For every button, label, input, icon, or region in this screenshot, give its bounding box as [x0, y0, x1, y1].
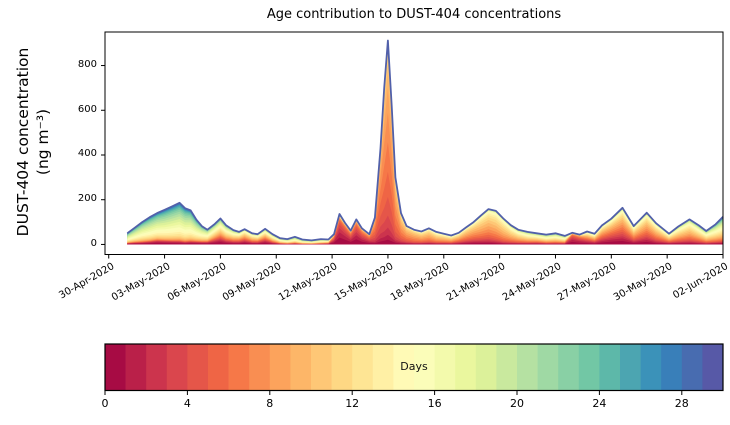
- age-band-area: [127, 42, 724, 245]
- colorbar-segment: [249, 344, 271, 391]
- age-band-area: [127, 58, 724, 245]
- colorbar-segment: [620, 344, 641, 391]
- colorbar-segment: [208, 344, 229, 391]
- colorbar-segment: [599, 344, 621, 391]
- age-band-area: [127, 40, 724, 245]
- plot-border: [104, 31, 724, 255]
- colorbar-tick-label: 12: [345, 396, 360, 410]
- age-band-areas: [127, 40, 724, 245]
- age-band-area: [127, 43, 724, 245]
- colorbar-segment: [311, 344, 332, 391]
- age-band-area: [127, 43, 724, 245]
- colorbar-segment: [331, 344, 353, 391]
- colorbar-segment: [125, 344, 147, 391]
- age-band-area: [127, 237, 724, 245]
- colorbar: [104, 343, 724, 395]
- colorbar-segment: [681, 344, 703, 391]
- colorbar-segment: [661, 344, 683, 391]
- colorbar-segment: [578, 344, 600, 391]
- age-band-area: [127, 42, 724, 245]
- age-band-area: [127, 45, 724, 245]
- colorbar-segment: [455, 344, 477, 391]
- colorbar-segment: [228, 344, 250, 391]
- age-band-area: [127, 41, 724, 245]
- colorbar-segment: [166, 344, 188, 391]
- colorbar-segment: [434, 344, 456, 391]
- colorbar-segment: [269, 344, 291, 391]
- colorbar-segment: [393, 344, 415, 391]
- colorbar-tick-label: 4: [183, 396, 191, 410]
- colorbar-tick-label: 28: [674, 396, 689, 410]
- colorbar-segment: [475, 344, 497, 391]
- colorbar-segment: [414, 344, 435, 391]
- colorbar-segment: [352, 344, 374, 391]
- y-tick-label: 600: [77, 103, 97, 115]
- colorbar-segment: [558, 344, 580, 391]
- chart-title: Age contribution to DUST-404 concentrati…: [266, 7, 562, 22]
- age-band-area: [127, 232, 724, 245]
- age-band-area: [127, 48, 724, 245]
- age-band-area: [127, 42, 724, 245]
- colorbar-tick-label: 16: [427, 396, 442, 410]
- age-band-area: [127, 51, 724, 245]
- axes-spines: [104, 31, 724, 255]
- colorbar-segment: [290, 344, 312, 391]
- age-band-area: [127, 46, 724, 245]
- colorbar-segment: [146, 344, 168, 391]
- colorbar-segment: [372, 344, 394, 391]
- colorbar-tick-label: 20: [510, 396, 524, 410]
- colorbar-segment: [105, 344, 126, 391]
- age-band-area: [127, 41, 724, 245]
- colorbar-tick-label: 8: [266, 396, 274, 410]
- colorbar-tick-label: 0: [101, 396, 109, 410]
- age-band-area: [127, 47, 724, 245]
- colorbar-segment: [640, 344, 662, 391]
- colorbar-segment: [537, 344, 559, 391]
- y-tick-label: 800: [77, 59, 97, 71]
- y-tick-label: 400: [77, 148, 97, 160]
- age-band-area: [127, 44, 724, 245]
- age-band-area: [127, 44, 724, 245]
- colorbar-segment: [702, 344, 724, 391]
- colorbar-segment: [517, 344, 538, 391]
- age-band-area: [127, 46, 724, 245]
- age-band-area: [127, 227, 724, 245]
- age-band-area: [127, 45, 724, 245]
- y-tick-label: 0: [90, 237, 97, 249]
- axis-tick-marks: [101, 65, 724, 259]
- total-envelope-path: [126, 39, 724, 242]
- colorbar-label: Days: [400, 360, 428, 373]
- age-band-area: [127, 69, 724, 245]
- colorbar-tick-label: 24: [592, 396, 607, 410]
- age-band-area: [127, 40, 724, 245]
- colorbar-border: [104, 343, 724, 392]
- colorbar-segment: [496, 344, 518, 391]
- age-band-area: [127, 45, 724, 245]
- colorbar-segment: [187, 344, 209, 391]
- y-tick-label: 200: [77, 193, 97, 205]
- total-envelope-line: [126, 39, 724, 242]
